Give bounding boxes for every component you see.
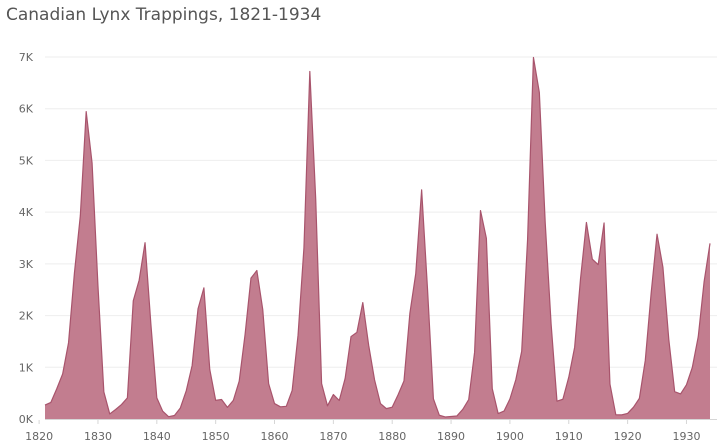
- x-tick-label: 1820: [25, 430, 53, 443]
- x-tick-label: 1930: [672, 430, 700, 443]
- area-fill: [45, 57, 710, 419]
- x-tick-label: 1860: [261, 430, 289, 443]
- x-tick-label: 1910: [555, 430, 583, 443]
- y-tick-label: 2K: [19, 310, 34, 323]
- y-tick-label: 0K: [19, 413, 34, 426]
- x-tick-label: 1850: [202, 430, 230, 443]
- y-tick-label: 1K: [19, 361, 34, 374]
- chart-title: Canadian Lynx Trappings, 1821-1934: [6, 5, 322, 25]
- y-tick-label: 5K: [19, 154, 34, 167]
- x-tick-label: 1880: [378, 430, 406, 443]
- x-tick-label: 1870: [319, 430, 347, 443]
- y-axis-tick-labels: 0K 1K 2K 3K 4K 5K 6K 7K: [19, 51, 34, 426]
- y-tick-label: 7K: [19, 51, 34, 64]
- area-line: [44, 56, 711, 418]
- y-tick-label: 6K: [19, 103, 34, 116]
- x-tick-label: 1840: [143, 430, 171, 443]
- area-series: [44, 56, 711, 419]
- x-tick-label: 1920: [614, 430, 642, 443]
- y-tick-label: 4K: [19, 206, 34, 219]
- x-tick-label: 1900: [496, 430, 524, 443]
- x-axis-tick-labels: 1820 1830 1840 1850 1860 1870 1880 1890 1900 1910…: [25, 430, 700, 443]
- x-tick-label: 1830: [84, 430, 112, 443]
- y-tick-label: 3K: [19, 258, 34, 271]
- x-tick-label: 1890: [437, 430, 465, 443]
- axes: [38, 419, 717, 424]
